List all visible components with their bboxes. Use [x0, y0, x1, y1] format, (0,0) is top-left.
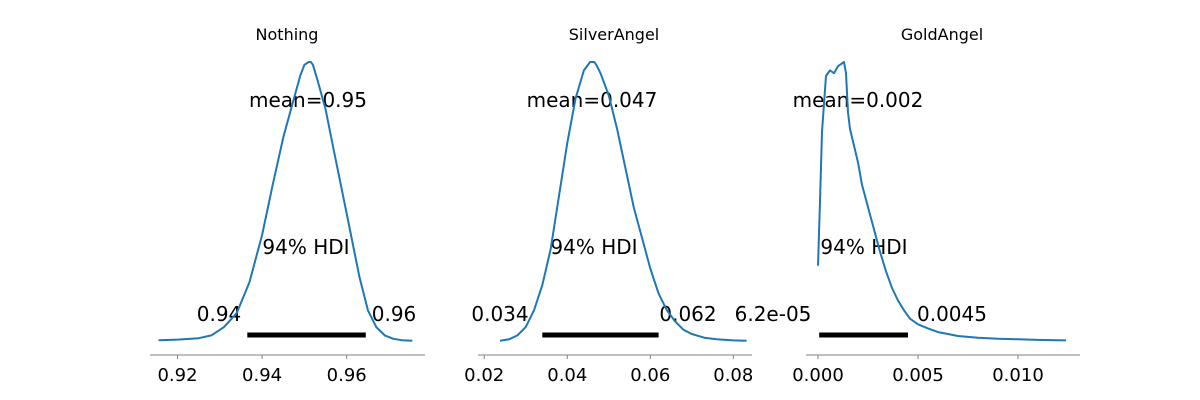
density-curve	[158, 61, 413, 342]
panel-nothing: Nothing mean=0.95 94% HDI 0.94 0.96 0.92…	[150, 25, 425, 386]
x-tick-label: 0.08	[713, 365, 753, 386]
hdi-low-label: 6.2e-05	[735, 302, 812, 326]
hdi-high-label: 0.96	[372, 302, 417, 326]
hdi-label: 94% HDI	[262, 235, 349, 259]
x-tick-label: 0.94	[242, 365, 282, 386]
density-curve	[817, 61, 1067, 342]
x-axis-ticks: 0.02 0.04 0.06 0.08	[464, 355, 753, 386]
x-tick-label: 0.005	[892, 365, 944, 386]
mean-label: mean=0.047	[527, 88, 658, 112]
x-axis-ticks: 0.92 0.94 0.96	[157, 355, 367, 386]
plot-area	[158, 61, 413, 342]
plot-area	[817, 61, 1067, 342]
x-tick-label: 0.000	[792, 365, 844, 386]
plot-area	[499, 61, 747, 342]
panel-silverangel: SilverAngel mean=0.047 94% HDI 0.034 0.0…	[464, 25, 753, 386]
x-tick-label: 0.96	[327, 365, 367, 386]
hdi-high-label: 0.0045	[917, 302, 987, 326]
mean-label: mean=0.002	[793, 88, 924, 112]
panel-title: Nothing	[256, 25, 319, 44]
hdi-label: 94% HDI	[550, 235, 637, 259]
x-tick-label: 0.06	[630, 365, 670, 386]
density-curve	[499, 61, 747, 342]
x-axis-ticks: 0.000 0.005 0.010	[792, 355, 1044, 386]
panel-title: SilverAngel	[569, 25, 659, 44]
x-tick-label: 0.02	[464, 365, 504, 386]
mean-label: mean=0.95	[249, 88, 367, 112]
x-tick-label: 0.92	[157, 365, 197, 386]
x-tick-label: 0.04	[547, 365, 587, 386]
hdi-low-label: 0.034	[471, 302, 528, 326]
hdi-low-label: 0.94	[197, 302, 242, 326]
panel-title: GoldAngel	[901, 25, 983, 44]
panel-goldangel: GoldAngel mean=0.002 94% HDI 6.2e-05 0.0…	[735, 25, 1080, 386]
hdi-label: 94% HDI	[820, 235, 907, 259]
x-tick-label: 0.010	[992, 365, 1044, 386]
hdi-high-label: 0.062	[659, 302, 716, 326]
